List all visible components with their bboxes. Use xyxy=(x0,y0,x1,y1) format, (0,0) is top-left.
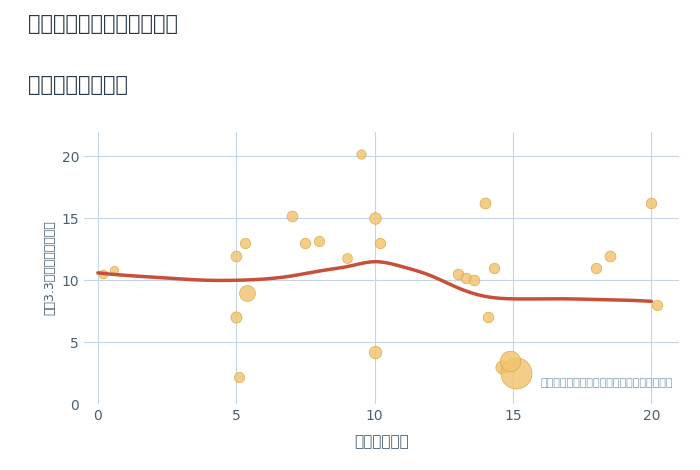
X-axis label: 駅距離（分）: 駅距離（分） xyxy=(354,434,409,449)
Point xyxy=(98,270,109,278)
Point xyxy=(496,363,507,371)
Point xyxy=(369,215,380,222)
Text: 駅距離別土地価格: 駅距離別土地価格 xyxy=(28,75,128,95)
Point xyxy=(314,237,325,244)
Y-axis label: 坪（3.3㎡）単価（万円）: 坪（3.3㎡）単価（万円） xyxy=(43,220,56,315)
Point xyxy=(468,276,480,284)
Point xyxy=(604,252,615,259)
Point xyxy=(355,150,366,157)
Point xyxy=(230,313,241,321)
Point xyxy=(108,266,120,274)
Point xyxy=(488,264,499,272)
Point xyxy=(590,264,601,272)
Point xyxy=(374,239,386,247)
Point xyxy=(645,200,657,207)
Point xyxy=(505,357,516,365)
Text: 円の大きさは、取引のあった物件面積を示す: 円の大きさは、取引のあった物件面積を示す xyxy=(540,378,673,388)
Point xyxy=(300,239,311,247)
Point xyxy=(482,313,493,321)
Point xyxy=(342,254,353,262)
Point xyxy=(510,369,522,377)
Text: 三重県松阪市御麻生薗町の: 三重県松阪市御麻生薗町の xyxy=(28,14,178,34)
Point xyxy=(452,270,463,278)
Point xyxy=(233,373,244,381)
Point xyxy=(286,212,297,219)
Point xyxy=(461,274,472,282)
Point xyxy=(241,289,253,297)
Point xyxy=(651,301,662,309)
Point xyxy=(230,252,241,259)
Point xyxy=(239,239,250,247)
Point xyxy=(369,348,380,356)
Point xyxy=(480,200,491,207)
